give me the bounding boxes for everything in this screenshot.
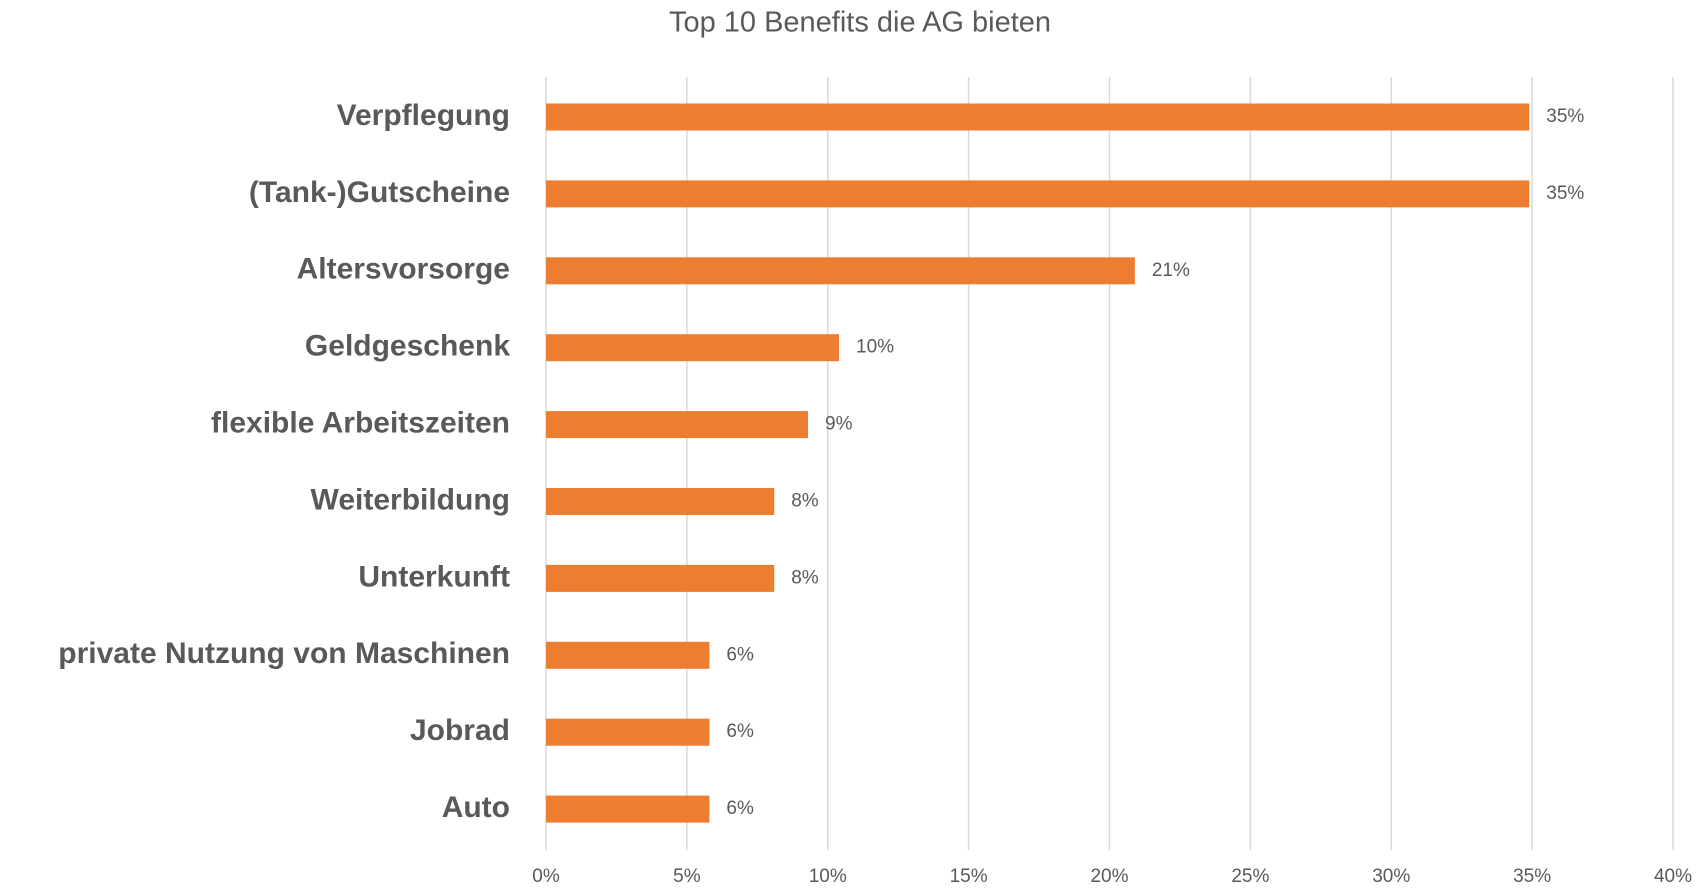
bar xyxy=(546,488,775,515)
bar xyxy=(546,180,1530,208)
y-tick-label: private Nutzung von Maschinen xyxy=(58,637,510,670)
x-tick-label: 30% xyxy=(1372,866,1410,887)
bar xyxy=(546,564,775,592)
y-tick-label: Geldgeschenk xyxy=(305,330,510,363)
y-tick-label: Jobrad xyxy=(410,714,510,747)
bar xyxy=(546,641,710,669)
bar xyxy=(546,411,809,439)
bar xyxy=(546,334,840,362)
data-label: 6% xyxy=(726,644,754,665)
bar xyxy=(546,795,710,823)
bar xyxy=(546,718,710,746)
bar xyxy=(546,103,1530,131)
data-label: 21% xyxy=(1152,260,1190,281)
bar xyxy=(546,257,1135,285)
x-tick-label: 40% xyxy=(1654,866,1692,887)
y-tick-label: Weiterbildung xyxy=(311,483,510,516)
x-tick-label: 0% xyxy=(532,866,560,887)
y-tick-label: (Tank-)Gutscheine xyxy=(249,176,510,209)
x-tick-label: 5% xyxy=(673,866,701,887)
y-tick-label: Unterkunft xyxy=(358,560,510,593)
y-tick-label: Verpflegung xyxy=(337,99,510,132)
data-label: 8% xyxy=(791,491,819,512)
y-tick-label: Auto xyxy=(442,791,510,824)
data-label: 9% xyxy=(825,414,853,435)
x-tick-label: 15% xyxy=(950,866,988,887)
x-tick-label: 10% xyxy=(809,866,847,887)
y-tick-label: flexible Arbeitszeiten xyxy=(211,407,510,440)
data-label: 6% xyxy=(726,798,754,819)
data-label: 35% xyxy=(1546,106,1584,127)
data-label: 6% xyxy=(726,721,754,742)
chart-title: Top 10 Benefits die AG bieten xyxy=(669,7,1051,39)
y-tick-label: Altersvorsorge xyxy=(297,253,510,286)
x-tick-label: 20% xyxy=(1090,866,1128,887)
data-label: 10% xyxy=(856,337,894,358)
x-tick-label: 35% xyxy=(1513,866,1551,887)
data-label: 8% xyxy=(791,567,819,588)
x-tick-label: 25% xyxy=(1231,866,1269,887)
data-label: 35% xyxy=(1546,183,1584,204)
